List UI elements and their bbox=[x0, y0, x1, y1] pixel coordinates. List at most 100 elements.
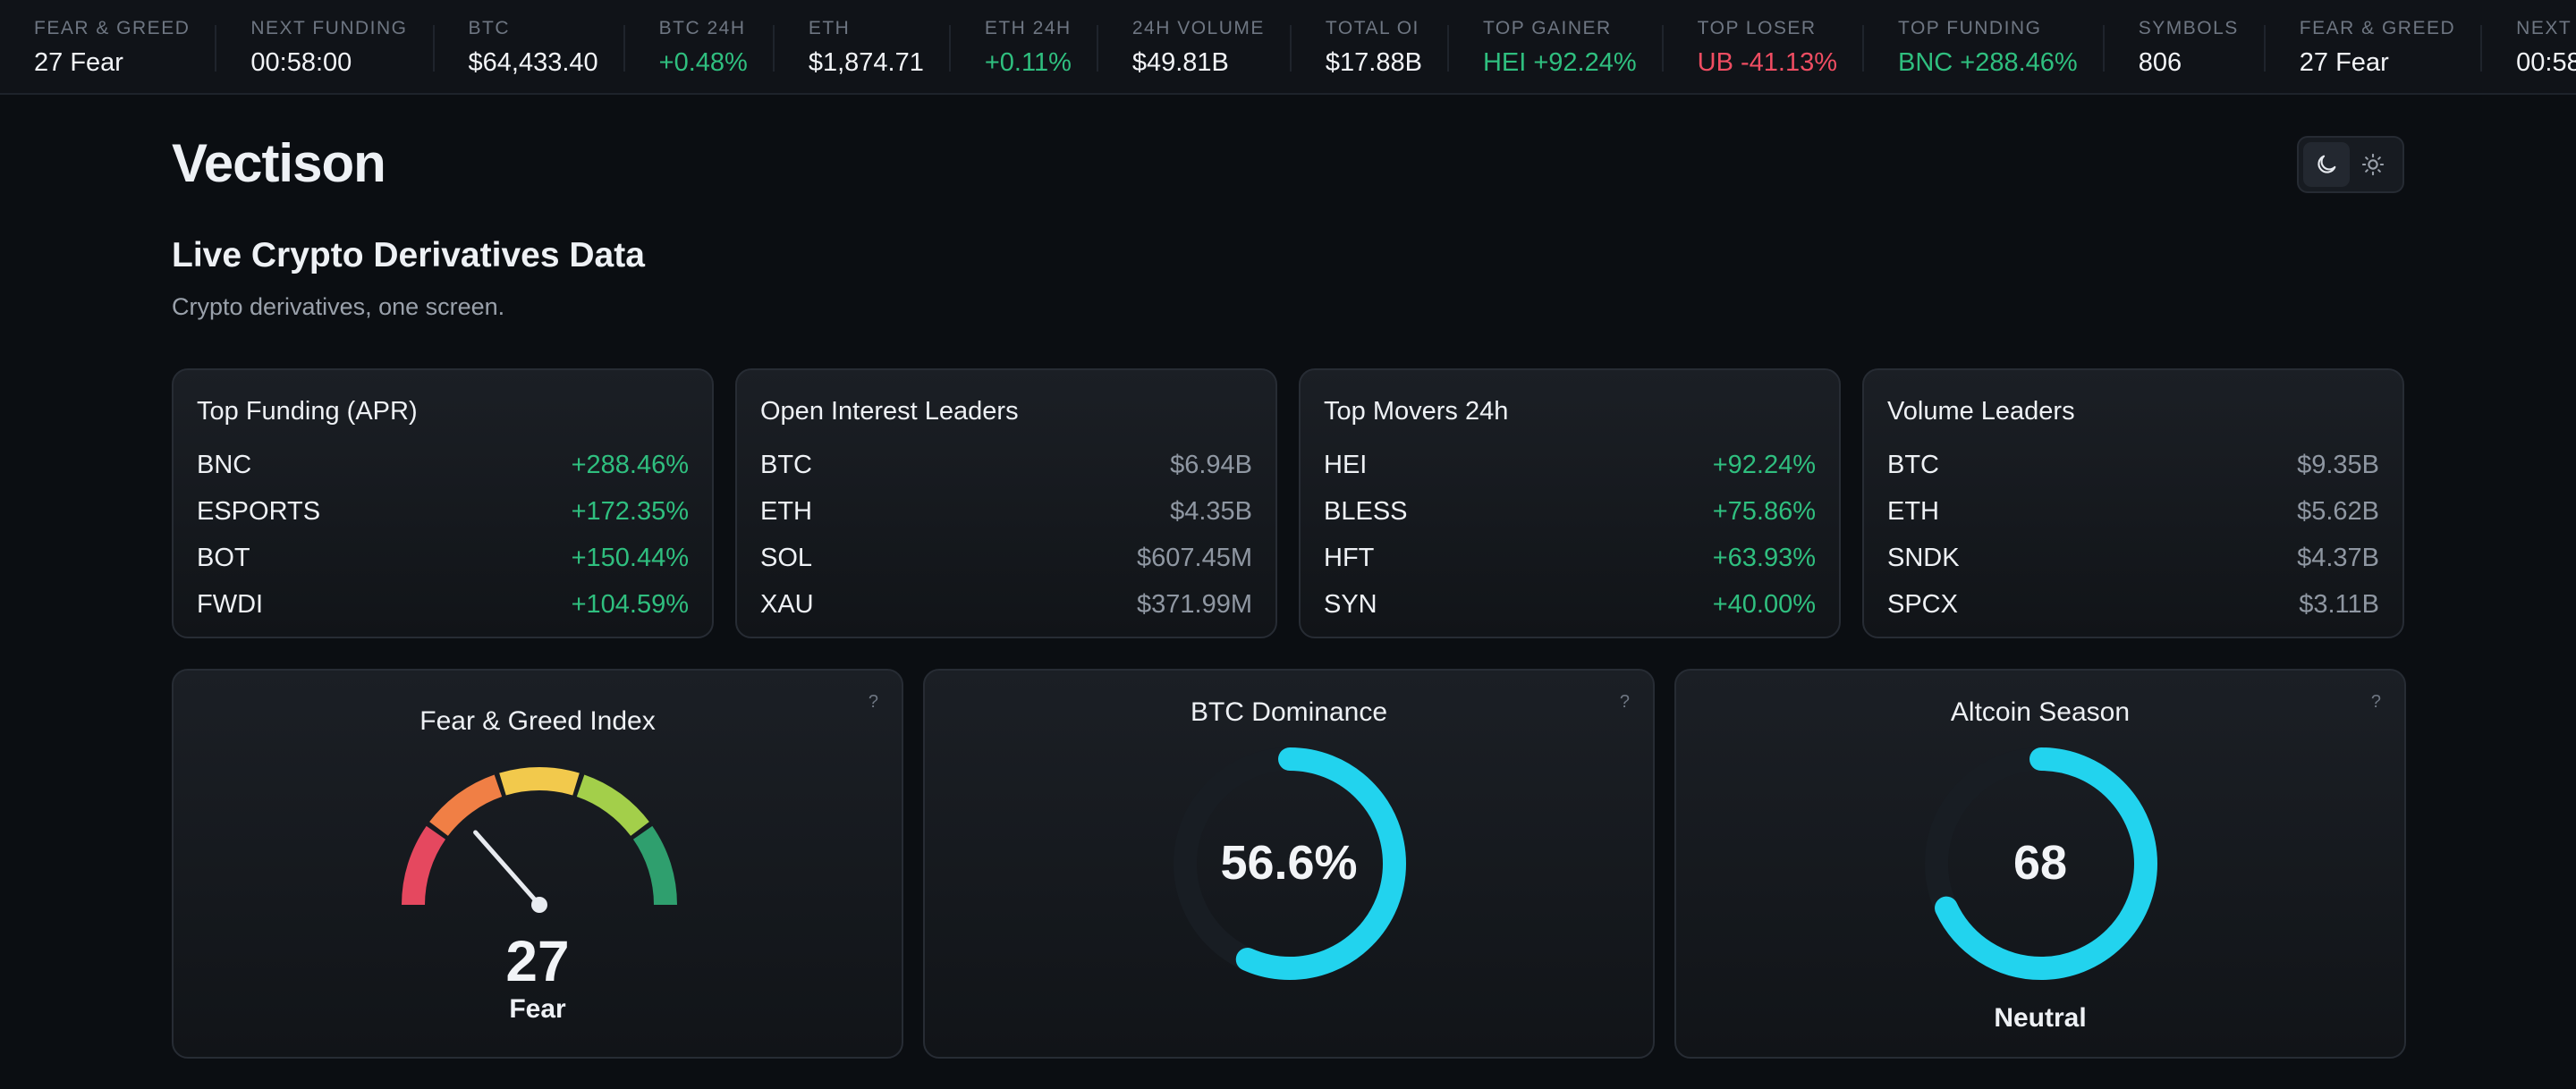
list-item-value: $371.99M bbox=[1137, 589, 1252, 619]
list-item-symbol: HFT bbox=[1324, 543, 1375, 572]
list-item[interactable]: SYN +40.00% bbox=[1324, 581, 1816, 628]
ticker-item: TOTAL OI $17.88B bbox=[1292, 0, 1450, 93]
list-item-value: +40.00% bbox=[1712, 589, 1816, 619]
ticker-item: SYMBOLS 806 bbox=[2105, 0, 2266, 93]
ring-progress bbox=[1925, 747, 2157, 980]
ticker-item: BTC 24H +0.48% bbox=[625, 0, 775, 93]
ticker-item: BTC $64,433.40 bbox=[435, 0, 625, 93]
btc-dominance-title: BTC Dominance bbox=[1190, 697, 1388, 727]
list-item[interactable]: BNC +288.46% bbox=[197, 442, 689, 488]
list-item[interactable]: BLESS +75.86% bbox=[1324, 488, 1816, 535]
theme-toggle[interactable] bbox=[2297, 136, 2404, 193]
list-item[interactable]: SPCX $3.11B bbox=[1887, 581, 2379, 628]
ticker-value: $64,433.40 bbox=[468, 47, 598, 77]
gauge-segment bbox=[632, 825, 677, 906]
brand-logo[interactable]: Vectison bbox=[172, 133, 386, 193]
list-item-value: +92.24% bbox=[1712, 450, 1816, 479]
fear-greed-gauge bbox=[402, 767, 677, 913]
ticker-label: ETH 24H bbox=[984, 17, 1072, 38]
list-item-symbol: ETH bbox=[1887, 496, 1939, 526]
list-item[interactable]: HFT +63.93% bbox=[1324, 535, 1816, 581]
moon-icon bbox=[2318, 155, 2336, 173]
ticker-label: SYMBOLS bbox=[2138, 17, 2239, 38]
ticker-value: +0.11% bbox=[984, 47, 1072, 77]
altcoin-season-label: Neutral bbox=[1994, 1003, 2087, 1033]
ticker-label: TOP GAINER bbox=[1482, 17, 1612, 38]
ticker-value: 27 Fear bbox=[34, 47, 123, 77]
list-item[interactable]: ETH $5.62B bbox=[1887, 488, 2379, 535]
list-item-value: $4.37B bbox=[2297, 543, 2379, 572]
leader-card: Open Interest Leaders BTC $6.94B ETH $4.35B S… bbox=[735, 368, 1277, 638]
list-item-symbol: FWDI bbox=[197, 589, 264, 619]
list-item-symbol: HEI bbox=[1324, 450, 1368, 479]
list-item-value: $6.94B bbox=[1170, 450, 1252, 479]
list-item-value: $5.62B bbox=[2297, 496, 2379, 526]
card-title: Top Funding (APR) bbox=[197, 397, 418, 426]
altcoin-season-title: Altcoin Season bbox=[1950, 697, 2131, 727]
gauge-needle bbox=[473, 830, 542, 908]
ticker-value: BNC +288.46% bbox=[1898, 47, 2078, 77]
ticker-label: FEAR & GREED bbox=[34, 17, 191, 38]
ticker-value: 00:58:00 bbox=[2516, 47, 2576, 77]
list-item-value: +104.59% bbox=[571, 589, 689, 619]
ticker-value: 00:58:00 bbox=[250, 47, 352, 77]
list-item-symbol: SNDK bbox=[1887, 543, 1960, 572]
ticker-value: +0.48% bbox=[658, 47, 748, 77]
list-item[interactable]: BTC $9.35B bbox=[1887, 442, 2379, 488]
ticker-item: ETH $1,874.71 bbox=[775, 0, 951, 93]
page-subtitle: Crypto derivatives, one screen. bbox=[172, 293, 505, 320]
btc-dominance-card: BTC Dominance ? 56.6% bbox=[923, 669, 1655, 1059]
list-item-value: +288.46% bbox=[571, 450, 689, 479]
list-item-value: $607.45M bbox=[1137, 543, 1252, 572]
list-item-symbol: SOL bbox=[760, 543, 813, 572]
help-icon[interactable]: ? bbox=[868, 692, 878, 712]
list-item[interactable]: FWDI +104.59% bbox=[197, 581, 689, 628]
btc-dominance-ring bbox=[1174, 747, 1406, 980]
list-item[interactable]: SNDK $4.37B bbox=[1887, 535, 2379, 581]
list-item[interactable]: XAU $371.99M bbox=[760, 581, 1252, 628]
ticker-label: TOP LOSER bbox=[1697, 17, 1817, 38]
gauge-pivot bbox=[531, 897, 547, 913]
list-item[interactable]: ESPORTS +172.35% bbox=[197, 488, 689, 535]
altcoin-season-value: 68 bbox=[2012, 836, 2068, 890]
fear-greed-title: Fear & Greed Index bbox=[419, 706, 656, 736]
list-item-value: +172.35% bbox=[571, 496, 689, 526]
list-item-value: +63.93% bbox=[1712, 543, 1816, 572]
list-item-symbol: BNC bbox=[197, 450, 252, 479]
list-item[interactable]: BTC $6.94B bbox=[760, 442, 1252, 488]
list-item-value: $9.35B bbox=[2297, 450, 2379, 479]
list-item[interactable]: BOT +150.44% bbox=[197, 535, 689, 581]
altcoin-season-ring bbox=[1925, 747, 2157, 980]
list-item[interactable]: HEI +92.24% bbox=[1324, 442, 1816, 488]
ticker-item: TOP GAINER HEI +92.24% bbox=[1449, 0, 1664, 93]
leader-card: Top Funding (APR) BNC +288.46% ESPORTS +172.… bbox=[172, 368, 714, 638]
gauge-segment bbox=[402, 825, 446, 906]
altcoin-season-card: Altcoin Season ? 68 Neutral bbox=[1674, 669, 2406, 1059]
list-item[interactable]: SOL $607.45M bbox=[760, 535, 1252, 581]
ticker-item: TOP LOSER UB -41.13% bbox=[1664, 0, 1865, 93]
list-item-symbol: SPCX bbox=[1887, 589, 1958, 619]
ticker-label: NEXT FUNDING bbox=[250, 17, 408, 38]
dark-mode-button[interactable] bbox=[2303, 142, 2350, 187]
ticker-item: NEXT FUNDING 00:58:00 bbox=[2482, 0, 2576, 93]
ticker-item: 24H VOLUME $49.81B bbox=[1098, 0, 1292, 93]
gauge-segment bbox=[429, 774, 503, 837]
list-item-symbol: ETH bbox=[760, 496, 812, 526]
ticker-item: ETH 24H +0.11% bbox=[951, 0, 1098, 93]
list-item-symbol: ESPORTS bbox=[197, 496, 321, 526]
ticker-value: HEI +92.24% bbox=[1482, 47, 1637, 77]
list-item-symbol: BTC bbox=[760, 450, 812, 479]
list-item-symbol: SYN bbox=[1324, 589, 1377, 619]
ticker-value: $1,874.71 bbox=[808, 47, 924, 77]
btc-dominance-value: 56.6% bbox=[1220, 836, 1358, 890]
ticker-label: BTC bbox=[468, 17, 510, 38]
list-item-symbol: BOT bbox=[197, 543, 250, 572]
light-mode-button[interactable] bbox=[2350, 142, 2396, 187]
ticker-item: FEAR & GREED 27 Fear bbox=[2266, 0, 2483, 93]
help-icon[interactable]: ? bbox=[2370, 692, 2381, 712]
help-icon[interactable]: ? bbox=[1619, 692, 1630, 712]
gauge-segment bbox=[576, 774, 649, 837]
list-item-value: $3.11B bbox=[2299, 589, 2379, 619]
list-item[interactable]: ETH $4.35B bbox=[760, 488, 1252, 535]
list-item-value: $4.35B bbox=[1170, 496, 1252, 526]
